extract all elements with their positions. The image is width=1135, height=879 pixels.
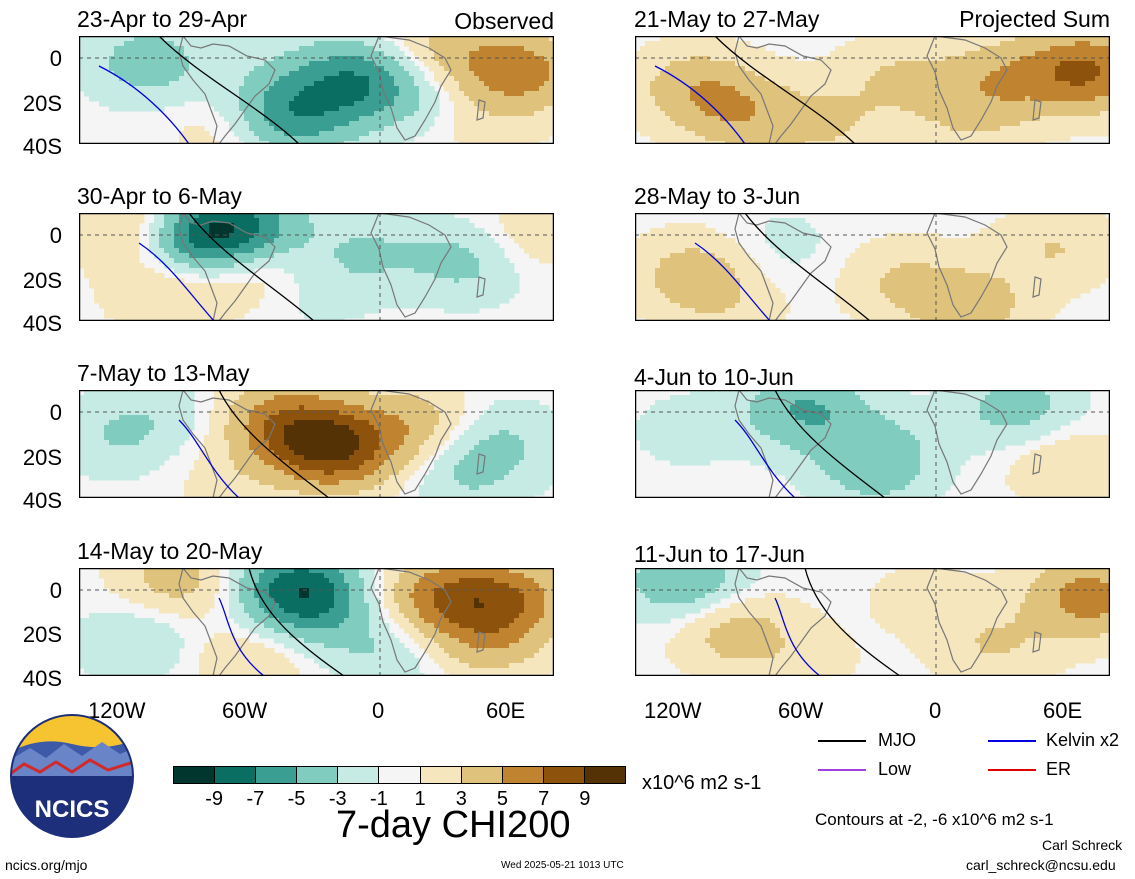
projected-label: Projected Sum <box>959 6 1110 32</box>
map-panel-left-3 <box>79 390 554 498</box>
map-panel-left-4 <box>79 568 554 676</box>
legend-kelvin-label: Kelvin x2 <box>1046 730 1120 750</box>
lon-label-60w: 60W <box>778 698 824 723</box>
contours-note: Contours at -2, -6 x10^6 m2 s-1 <box>815 810 1054 829</box>
logo-text: NCICS <box>35 796 110 823</box>
legend-er-swatch <box>988 769 1036 771</box>
map-panel-right-4 <box>635 568 1110 676</box>
legend-low-label: Low <box>878 759 912 779</box>
colorbar-swatch <box>419 767 461 783</box>
colorbar-tick-label: 5 <box>496 788 509 810</box>
lat-label-40s: 40S <box>22 666 62 691</box>
panel-title-left-3: 7-May to 13-May <box>77 360 250 386</box>
colorbar-units: x10^6 m2 s-1 <box>642 772 762 794</box>
lon-label-60e: 60E <box>1043 698 1083 723</box>
colorbar-swatch <box>255 767 297 783</box>
legend-kelvin-swatch <box>988 740 1036 742</box>
observed-label: Observed <box>454 8 554 34</box>
colorbar-swatch <box>174 767 215 783</box>
colorbar-tick-label: 1 <box>414 788 426 810</box>
timestamp: Wed 2025-05-21 1013 UTC <box>501 860 624 871</box>
legend-mjo-label: MJO <box>878 730 916 750</box>
site-url: ncics.org/mjo <box>5 857 88 873</box>
lat-label-0: 0 <box>49 578 62 603</box>
colorbar-tick-label: -7 <box>246 788 265 810</box>
lon-label-60e: 60E <box>486 698 526 723</box>
colorbar-swatch <box>296 767 338 783</box>
author-name: Carl Schreck <box>1042 837 1123 853</box>
colorbar <box>173 766 626 784</box>
lat-label-20s: 20S <box>22 91 62 116</box>
colorbar-swatch <box>337 767 379 783</box>
map-panel-left-2 <box>79 213 554 321</box>
legend-mjo-swatch <box>818 740 866 742</box>
lat-label-40s: 40S <box>22 488 62 513</box>
colorbar-tick-label: 7 <box>538 788 550 810</box>
panel-title-right-2: 28-May to 3-Jun <box>634 183 801 209</box>
lat-label-40s: 40S <box>22 311 62 336</box>
author-email: carl_schreck@ncsu.edu <box>966 857 1116 873</box>
lat-label-0: 0 <box>49 400 62 425</box>
chart-title: 7-day CHI200 <box>336 804 571 846</box>
ncics-logo: NCICS <box>10 714 134 838</box>
lat-label-20s: 20S <box>22 622 62 647</box>
colorbar-swatch <box>378 767 420 783</box>
lon-label-0: 0 <box>372 698 385 723</box>
map-panel-right-2 <box>635 213 1110 321</box>
panel-title-right-3: 4-Jun to 10-Jun <box>634 364 794 390</box>
lat-label-0: 0 <box>49 46 62 71</box>
map-panel-right-1 <box>635 36 1110 144</box>
colorbar-swatch <box>583 767 626 783</box>
lon-label-120w: 120W <box>644 698 702 723</box>
panel-title-left-1: 23-Apr to 29-Apr <box>77 6 248 32</box>
lat-label-0: 0 <box>49 223 62 248</box>
lon-label-120w: 120W <box>88 698 146 723</box>
lat-label-40s: 40S <box>22 134 62 159</box>
colorbar-swatch <box>542 767 584 783</box>
colorbar-tick-label: -3 <box>328 788 347 810</box>
panel-title-left-4: 14-May to 20-May <box>77 538 263 564</box>
colorbar-tick-label: -9 <box>205 788 224 810</box>
colorbar-tick-label: 3 <box>455 788 467 810</box>
lat-label-20s: 20S <box>22 445 62 470</box>
colorbar-swatch <box>501 767 543 783</box>
colorbar-tick-label: -5 <box>287 788 306 810</box>
lon-label-60w: 60W <box>222 698 268 723</box>
legend-er-label: ER <box>1046 759 1072 779</box>
legend-low-swatch <box>818 769 866 771</box>
panel-title-right-4: 11-Jun to 17-Jun <box>634 541 805 567</box>
panel-title-left-2: 30-Apr to 6-May <box>77 183 242 209</box>
panel-title-right-1: 21-May to 27-May <box>634 6 820 32</box>
map-panel-left-1 <box>79 36 554 144</box>
colorbar-tick-label: 9 <box>579 788 591 810</box>
colorbar-tick-label: -1 <box>370 788 388 810</box>
lat-label-20s: 20S <box>22 268 62 293</box>
colorbar-swatch <box>460 767 502 783</box>
colorbar-swatch <box>214 767 256 783</box>
lon-label-0: 0 <box>929 698 942 723</box>
map-panel-right-3 <box>635 390 1110 498</box>
